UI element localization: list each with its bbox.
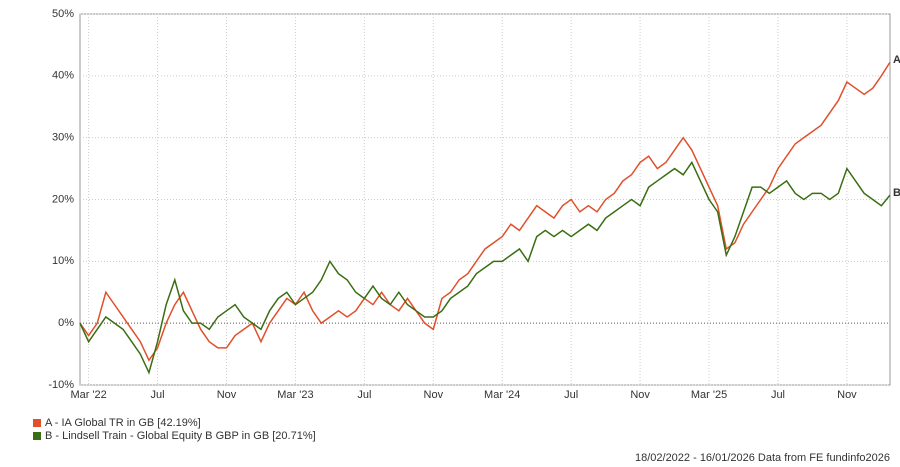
y-tick-label: 40% (52, 70, 74, 82)
legend-label: B - Lindsell Train - Global Equity B GBP… (45, 430, 316, 442)
x-tick-label: Nov (837, 389, 857, 401)
y-tick-label: 30% (52, 132, 74, 144)
legend-swatch (33, 432, 41, 440)
end-label: B (893, 187, 900, 199)
series-line (79, 160, 891, 375)
y-tick-label: 20% (52, 193, 74, 205)
y-tick-label: 0% (58, 317, 74, 329)
series-line (79, 61, 891, 362)
x-tick-label: Jul (151, 389, 165, 401)
x-tick-label: Nov (424, 389, 444, 401)
x-tick-label: Jul (564, 389, 578, 401)
y-tick-label: 50% (52, 8, 74, 20)
y-tick-label: 10% (52, 255, 74, 267)
legend-label: A - IA Global TR in GB [42.19%] (45, 417, 201, 429)
x-tick-label: Nov (217, 389, 237, 401)
footer: 18/02/2022 - 16/01/2026 Data from FE fun… (635, 452, 890, 464)
x-tick-label: Mar '25 (691, 389, 727, 401)
x-tick-label: Mar '23 (277, 389, 313, 401)
x-tick-label: Jul (771, 389, 785, 401)
x-tick-label: Mar '24 (484, 389, 520, 401)
x-tick-label: Jul (357, 389, 371, 401)
y-tick-label: -10% (48, 379, 74, 391)
x-tick-label: Nov (630, 389, 650, 401)
legend-swatch (33, 419, 41, 427)
x-tick-label: Mar '22 (70, 389, 106, 401)
end-label: A (893, 54, 900, 66)
